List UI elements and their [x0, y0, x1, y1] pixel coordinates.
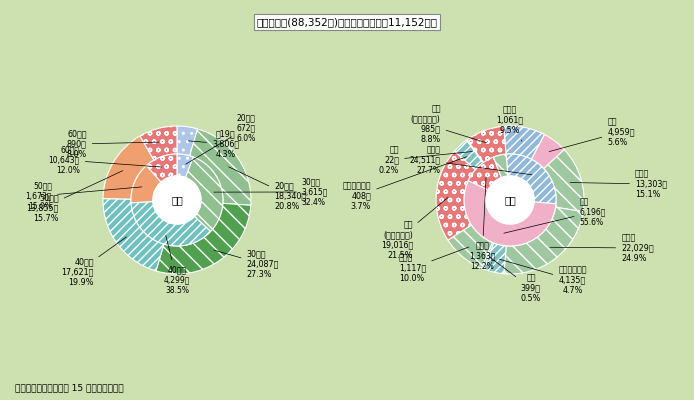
Wedge shape — [455, 140, 483, 170]
Wedge shape — [131, 202, 210, 246]
Text: 資料：放送大学（平成 15 年度第２学期）: 資料：放送大学（平成 15 年度第２学期） — [15, 383, 124, 392]
Wedge shape — [448, 225, 492, 268]
Wedge shape — [103, 198, 164, 271]
Text: 無職
(主婦を含む)
985人
8.8%: 無職 (主婦を含む) 985人 8.8% — [411, 104, 486, 144]
Text: 20歳代
672人
6.0%: 20歳代 672人 6.0% — [186, 113, 256, 164]
Text: その他
1,061人
9.5%: その他 1,061人 9.5% — [496, 105, 524, 141]
Wedge shape — [131, 166, 161, 203]
Text: 50歳代
1,673人
15.0%: 50歳代 1,673人 15.0% — [26, 181, 142, 211]
Text: 個人・自由業
408人
3.7%: 個人・自由業 408人 3.7% — [343, 157, 467, 211]
Wedge shape — [506, 154, 556, 204]
Wedge shape — [464, 181, 556, 246]
Text: 外側：大学(88,352人)　内側：大学院（11,152人）: 外側：大学(88,352人) 内側：大学院（11,152人） — [257, 17, 437, 27]
Wedge shape — [504, 126, 545, 159]
Wedge shape — [504, 207, 583, 274]
Wedge shape — [156, 203, 251, 274]
Wedge shape — [493, 154, 508, 178]
Wedge shape — [543, 150, 584, 212]
Wedge shape — [177, 126, 198, 156]
Text: 40歳代
17,621人
19.9%: 40歳代 17,621人 19.9% — [61, 237, 126, 287]
Text: 教員
4,959人
5.6%: 教員 4,959人 5.6% — [549, 117, 635, 152]
Wedge shape — [177, 154, 194, 178]
Wedge shape — [189, 129, 251, 205]
Wedge shape — [140, 126, 177, 160]
Text: 20歳代
18,340人
20.8%: 20歳代 18,340人 20.8% — [229, 167, 306, 211]
Wedge shape — [468, 157, 501, 190]
Text: 〜19歳
3,806人
4.3%: 〜19歳 3,806人 4.3% — [188, 129, 239, 159]
Wedge shape — [103, 136, 154, 199]
Text: 会社員
1,363人
12.2%: 会社員 1,363人 12.2% — [469, 177, 496, 271]
Text: 30歳代
24,087人
27.3%: 30歳代 24,087人 27.3% — [214, 249, 279, 279]
Text: 60歳〜
890人
8.0%: 60歳〜 890人 8.0% — [67, 129, 159, 159]
Text: 無職
(主婦を含む)
19,016人
21.5%: 無職 (主婦を含む) 19,016人 21.5% — [381, 197, 448, 260]
Text: その他
24,511人
27.7%: その他 24,511人 27.7% — [409, 145, 532, 175]
Text: 職業: 職業 — [505, 195, 516, 205]
Text: 農業
399人
0.5%: 農業 399人 0.5% — [490, 257, 541, 303]
Text: 個人・自由業
4,135人
4.7%: 個人・自由業 4,135人 4.7% — [500, 259, 587, 295]
Text: 公務員
1,117人
10.0%: 公務員 1,117人 10.0% — [399, 247, 469, 283]
Wedge shape — [436, 151, 475, 240]
Wedge shape — [467, 126, 506, 162]
Wedge shape — [482, 242, 493, 269]
Circle shape — [486, 176, 534, 224]
Text: 40歳代
4,299人
38.5%: 40歳代 4,299人 38.5% — [164, 236, 190, 295]
Wedge shape — [146, 154, 177, 182]
Wedge shape — [466, 140, 484, 163]
Circle shape — [153, 176, 201, 224]
Text: 50歳代
13,855人
15.7%: 50歳代 13,855人 15.7% — [26, 171, 123, 223]
Text: 30歳代
3,615人
32.4%: 30歳代 3,615人 32.4% — [214, 177, 328, 207]
Text: 会社員
22,029人
24.9%: 会社員 22,029人 24.9% — [550, 233, 654, 263]
Text: 60歳〜
10,643人
12.0%: 60歳〜 10,643人 12.0% — [49, 145, 162, 175]
Wedge shape — [532, 134, 564, 169]
Text: 教員
6,196人
55.6%: 教員 6,196人 55.6% — [504, 197, 606, 233]
Text: 公務員
13,303人
15.1%: 公務員 13,303人 15.1% — [570, 169, 667, 199]
Wedge shape — [484, 243, 506, 274]
Text: 農業
22人
0.2%: 農業 22人 0.2% — [379, 145, 473, 175]
Wedge shape — [185, 157, 223, 232]
Text: 年齢: 年齢 — [171, 195, 183, 205]
